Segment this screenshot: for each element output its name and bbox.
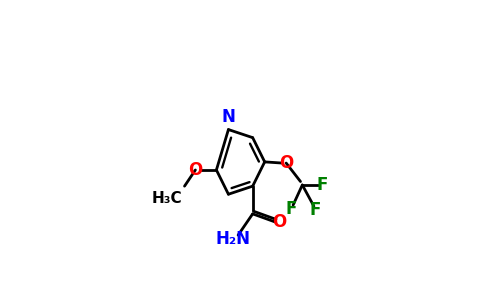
Text: O: O — [272, 213, 287, 231]
Text: O: O — [279, 154, 293, 172]
Text: F: F — [316, 176, 328, 194]
Text: F: F — [309, 201, 321, 219]
Text: F: F — [285, 200, 297, 218]
Text: O: O — [188, 161, 202, 179]
Text: H₃C: H₃C — [151, 191, 182, 206]
Text: N: N — [222, 108, 236, 126]
Text: H₂N: H₂N — [215, 230, 251, 248]
